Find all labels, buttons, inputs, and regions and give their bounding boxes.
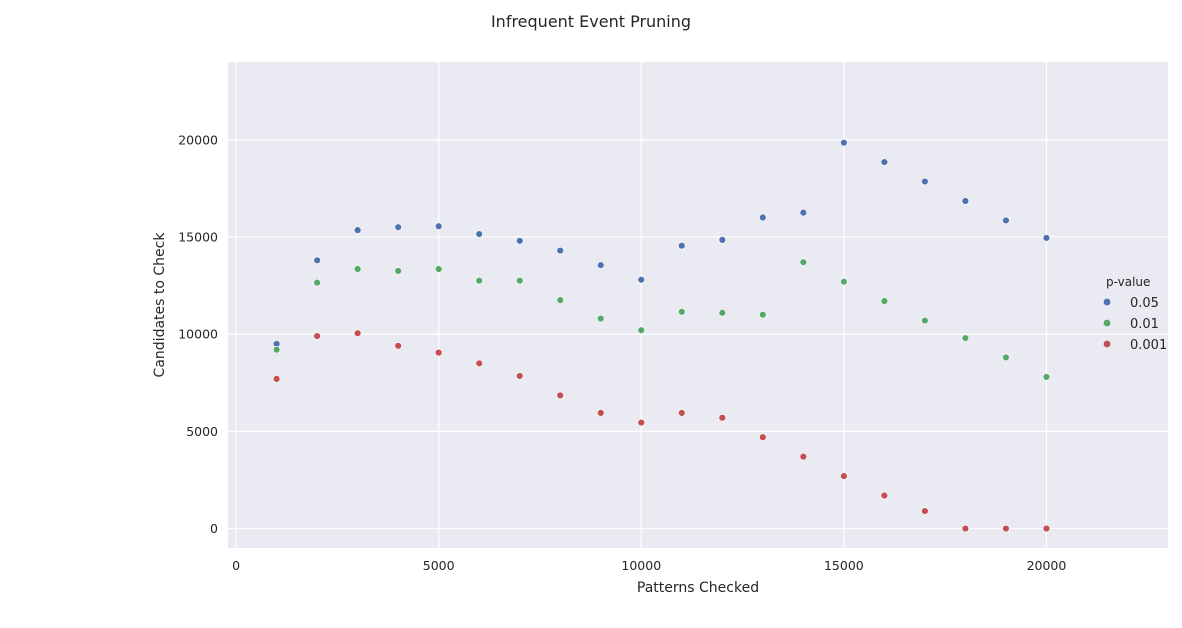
data-point-0.001 xyxy=(678,409,686,417)
data-point-0.01 xyxy=(921,316,929,325)
data-point-0.01 xyxy=(678,308,686,316)
legend-label-0.001: 0.001 xyxy=(1130,338,1167,353)
data-point-0.05 xyxy=(1002,216,1010,225)
data-point-0.05 xyxy=(759,213,767,222)
data-point-0.05 xyxy=(597,261,605,269)
y-tick-label: 10000 xyxy=(178,327,218,342)
data-point-0.05 xyxy=(353,226,362,234)
data-point-0.01 xyxy=(272,346,281,354)
data-point-0.001 xyxy=(961,524,970,533)
data-point-0.001 xyxy=(759,433,767,441)
data-point-0.01 xyxy=(516,277,524,285)
y-tick-label: 5000 xyxy=(186,424,218,439)
legend-label-0.01: 0.01 xyxy=(1130,317,1159,332)
data-point-0.01 xyxy=(961,334,970,342)
data-point-0.001 xyxy=(597,409,605,417)
data-point-0.001 xyxy=(394,342,402,350)
x-tick-label: 0 xyxy=(232,558,240,573)
y-tick-label: 20000 xyxy=(178,132,218,147)
data-point-0.05 xyxy=(475,230,483,238)
data-point-0.001 xyxy=(516,372,524,380)
data-point-0.05 xyxy=(921,177,929,186)
data-point-0.001 xyxy=(921,507,929,515)
data-point-0.05 xyxy=(637,276,645,284)
x-axis-label: Patterns Checked xyxy=(637,580,759,596)
data-point-0.05 xyxy=(516,237,524,245)
legend-marker-0.05 xyxy=(1103,298,1111,306)
grid-lines xyxy=(228,62,1168,548)
x-tick-label: 10000 xyxy=(621,558,661,573)
legend-marker-0.01 xyxy=(1103,319,1111,327)
legend-marker-0.001 xyxy=(1103,340,1111,348)
data-point-0.01 xyxy=(313,278,321,287)
data-point-0.05 xyxy=(556,246,564,255)
data-point-0.05 xyxy=(434,222,443,230)
data-point-0.001 xyxy=(1002,524,1010,533)
data-point-0.01 xyxy=(556,296,564,304)
data-point-0.001 xyxy=(840,472,848,480)
data-point-0.01 xyxy=(637,326,645,334)
x-tick-label: 5000 xyxy=(423,558,455,573)
legend-label-0.05: 0.05 xyxy=(1130,296,1159,311)
y-axis-label: Candidates to Check xyxy=(152,232,168,378)
data-points xyxy=(272,138,1051,533)
data-point-0.001 xyxy=(556,391,564,400)
data-point-0.001 xyxy=(313,332,321,340)
data-point-0.05 xyxy=(394,223,402,231)
data-point-0.01 xyxy=(353,265,362,273)
data-point-0.01 xyxy=(394,267,402,275)
x-tick-label: 20000 xyxy=(1027,558,1067,573)
data-point-0.001 xyxy=(434,348,443,357)
data-point-0.001 xyxy=(1042,524,1051,533)
data-point-0.05 xyxy=(961,197,970,205)
data-point-0.01 xyxy=(434,265,443,273)
plot-area xyxy=(228,62,1168,548)
data-point-0.001 xyxy=(637,418,645,427)
x-tick-label: 15000 xyxy=(824,558,864,573)
data-point-0.01 xyxy=(1042,373,1051,381)
y-tick-label: 0 xyxy=(210,521,218,536)
data-point-0.05 xyxy=(1042,234,1051,242)
data-point-0.05 xyxy=(840,138,848,147)
data-point-0.001 xyxy=(880,491,889,500)
data-point-0.01 xyxy=(759,311,767,319)
data-point-0.01 xyxy=(799,258,808,266)
axis-ticks: 0 5000 10000 15000 20000 0 5000 10000 15000 20000 xyxy=(178,132,1066,573)
data-point-0.001 xyxy=(799,452,808,461)
data-point-0.01 xyxy=(718,309,727,317)
data-point-0.05 xyxy=(880,158,889,166)
data-point-0.05 xyxy=(313,256,321,264)
chart-title: Infrequent Event Pruning xyxy=(491,12,691,31)
legend: p-value 0.05 0.01 0.001 xyxy=(1103,275,1167,353)
data-point-0.001 xyxy=(718,414,727,422)
y-tick-label: 15000 xyxy=(178,229,218,244)
data-point-0.01 xyxy=(597,314,605,323)
data-point-0.001 xyxy=(272,375,281,383)
data-point-0.01 xyxy=(880,297,889,305)
data-point-0.05 xyxy=(678,242,686,250)
data-point-0.01 xyxy=(475,277,483,285)
data-point-0.05 xyxy=(799,208,808,217)
data-point-0.001 xyxy=(475,359,483,368)
data-point-0.01 xyxy=(840,277,848,286)
legend-title: p-value xyxy=(1106,275,1150,289)
data-point-0.01 xyxy=(1002,353,1010,362)
data-point-0.05 xyxy=(718,236,727,244)
data-point-0.001 xyxy=(353,329,362,337)
